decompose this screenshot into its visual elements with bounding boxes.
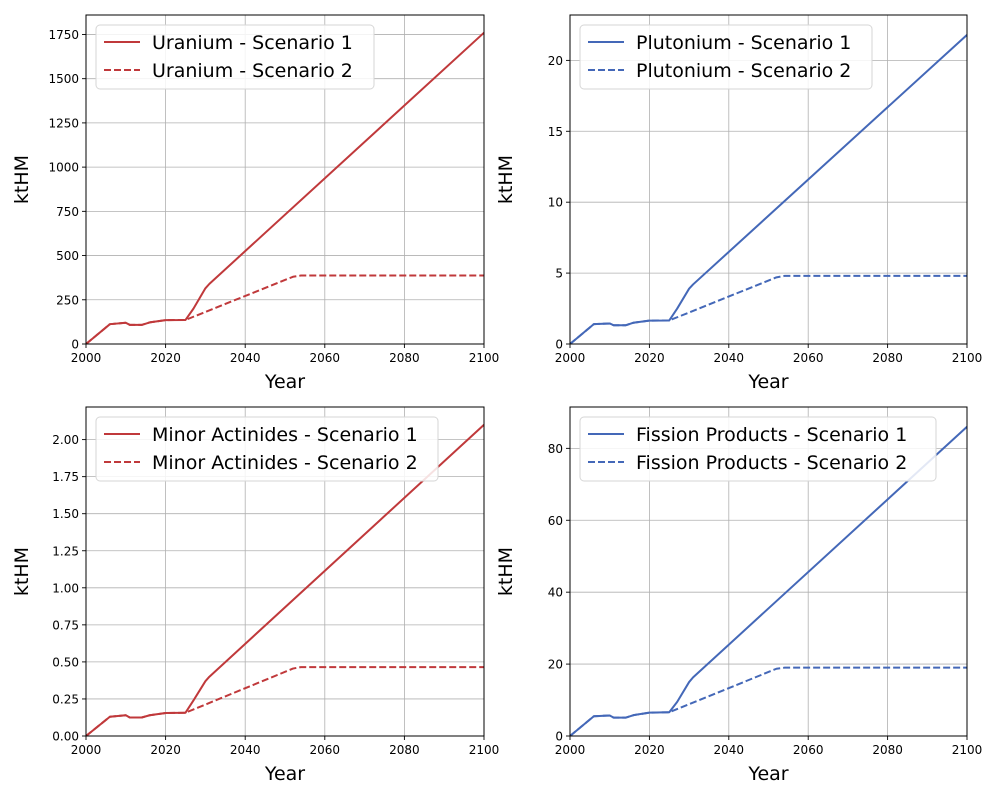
y-tick-label: 1000 bbox=[48, 161, 79, 175]
legend-label: Minor Actinides - Scenario 2 bbox=[152, 452, 418, 474]
x-tick-label: 2100 bbox=[469, 351, 500, 365]
x-tick-label: 2020 bbox=[634, 351, 665, 365]
y-tick-label: 1.25 bbox=[52, 544, 79, 558]
y-tick-label: 80 bbox=[548, 442, 563, 456]
y-tick-label: 1250 bbox=[48, 116, 79, 130]
x-tick-label: 2060 bbox=[793, 743, 824, 757]
axes-frame bbox=[569, 14, 968, 345]
y-tick-label: 0.25 bbox=[52, 692, 79, 706]
x-tick-label: 2080 bbox=[389, 743, 420, 757]
y-tick-label: 1500 bbox=[48, 72, 79, 86]
x-tick-label: 2020 bbox=[150, 351, 181, 365]
legend-label: Fission Products - Scenario 2 bbox=[636, 452, 907, 474]
legend-box bbox=[579, 24, 873, 90]
axes-frame bbox=[85, 14, 485, 345]
x-tick-label: 2100 bbox=[952, 351, 983, 365]
x-tick-label: 2100 bbox=[952, 743, 983, 757]
x-tick-label: 2080 bbox=[872, 351, 903, 365]
axes-frame bbox=[569, 406, 968, 737]
series-line-scenario-2 bbox=[86, 274, 484, 344]
x-axis-title: Year bbox=[747, 371, 788, 393]
x-axis-title: Year bbox=[264, 763, 305, 785]
x-tick-label: 2000 bbox=[71, 743, 102, 757]
x-axis-title: Year bbox=[747, 763, 788, 785]
y-axis-title: ktHM bbox=[495, 547, 517, 596]
legend-box bbox=[95, 416, 439, 482]
y-tick-label: 40 bbox=[548, 586, 563, 600]
y-tick-label: 1750 bbox=[48, 28, 79, 42]
y-tick-label: 2.00 bbox=[52, 433, 79, 447]
y-tick-label: 0 bbox=[555, 730, 563, 744]
x-tick-label: 2040 bbox=[230, 351, 261, 365]
x-tick-label: 2100 bbox=[469, 743, 500, 757]
x-tick-label: 2040 bbox=[230, 743, 261, 757]
y-tick-label: 250 bbox=[56, 293, 79, 307]
legend-label: Fission Products - Scenario 1 bbox=[636, 424, 907, 446]
x-tick-label: 2040 bbox=[714, 351, 745, 365]
legend: Plutonium - Scenario 1 Plutonium - Scenar… bbox=[579, 24, 873, 90]
y-tick-label: 0 bbox=[71, 338, 79, 352]
legend: Fission Products - Scenario 1 Fission Pro… bbox=[579, 416, 937, 482]
y-tick-label: 0 bbox=[555, 338, 563, 352]
chart-panel-3: 2000 2020 2040 2060 2080 2100 0.00 0.25 0.50 0.75… bbox=[11, 406, 500, 785]
y-tick-label: 20 bbox=[548, 54, 563, 68]
legend: Minor Actinides - Scenario 1 Minor Actini… bbox=[95, 416, 439, 482]
y-axis-title: ktHM bbox=[11, 155, 33, 204]
chart-panel-2: 2000 2020 2040 2060 2080 2100 0 5 10 15 20 Year ktHM… bbox=[495, 14, 983, 393]
legend-label: Minor Actinides - Scenario 1 bbox=[152, 424, 418, 446]
x-tick-label: 2000 bbox=[71, 351, 102, 365]
legend-label: Plutonium - Scenario 1 bbox=[636, 32, 851, 54]
x-tick-label: 2060 bbox=[310, 351, 341, 365]
y-tick-label: 15 bbox=[548, 125, 563, 139]
x-axis-title: Year bbox=[264, 371, 305, 393]
series-line-scenario-2 bbox=[86, 666, 484, 736]
series-line-scenario-2 bbox=[570, 274, 967, 344]
legend-label: Uranium - Scenario 1 bbox=[152, 32, 353, 54]
x-tick-label: 2060 bbox=[793, 351, 824, 365]
y-tick-label: 1.00 bbox=[52, 581, 79, 595]
x-tick-label: 2020 bbox=[150, 743, 181, 757]
y-tick-label: 750 bbox=[56, 205, 79, 219]
x-tick-label: 2060 bbox=[310, 743, 341, 757]
y-tick-label: 1.50 bbox=[52, 507, 79, 521]
x-tick-label: 2040 bbox=[714, 743, 745, 757]
y-tick-label: 5 bbox=[555, 267, 563, 281]
x-tick-label: 2020 bbox=[634, 743, 665, 757]
y-tick-label: 500 bbox=[56, 249, 79, 263]
y-tick-label: 10 bbox=[548, 196, 563, 210]
y-axis-title: ktHM bbox=[495, 155, 517, 204]
y-tick-label: 1.75 bbox=[52, 470, 79, 484]
y-tick-label: 60 bbox=[548, 514, 563, 528]
x-tick-label: 2000 bbox=[555, 351, 586, 365]
legend-box bbox=[95, 24, 375, 90]
x-tick-label: 2080 bbox=[389, 351, 420, 365]
y-tick-label: 20 bbox=[548, 658, 563, 672]
legend-box bbox=[579, 416, 937, 482]
x-tick-label: 2080 bbox=[872, 743, 903, 757]
y-axis-title: ktHM bbox=[11, 547, 33, 596]
y-tick-label: 0.50 bbox=[52, 655, 79, 669]
legend-label: Plutonium - Scenario 2 bbox=[636, 60, 851, 82]
axes-frame bbox=[85, 406, 485, 737]
legend-label: Uranium - Scenario 2 bbox=[152, 60, 353, 82]
chart-panel-1: 2000 2020 2040 2060 2080 2100 0 250 500 750 1000 12… bbox=[11, 14, 500, 393]
y-tick-label: 0.75 bbox=[52, 618, 79, 632]
legend: Uranium - Scenario 1 Uranium - Scenario 2 bbox=[95, 24, 375, 90]
x-tick-label: 2000 bbox=[555, 743, 586, 757]
chart-panel-4: 2000 2020 2040 2060 2080 2100020406080YearktH… bbox=[495, 406, 983, 785]
y-tick-label: 0.00 bbox=[52, 730, 79, 744]
series-line-scenario-2 bbox=[570, 666, 967, 736]
